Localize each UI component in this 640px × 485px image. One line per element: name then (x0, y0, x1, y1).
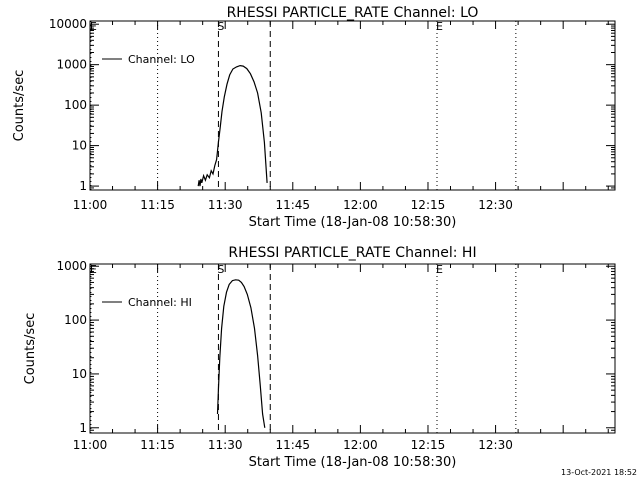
y-tick-label: 100 (64, 313, 87, 327)
marker-label: E (90, 20, 97, 33)
y-tick-label: 10 (72, 367, 87, 381)
panel-lo: RHESSI PARTICLE_RATE Channel: LO 11:00 11:… (12, 5, 616, 230)
x-tick-label: 11:45 (275, 198, 310, 212)
marker-label: E (436, 263, 443, 276)
y-axis-label: Counts/sec (23, 313, 38, 385)
marker-label: E (436, 20, 443, 33)
y-tick-label: 1000 (56, 58, 87, 72)
x-tick-label: 11:30 (208, 198, 243, 212)
marker-label: S (217, 263, 224, 276)
x-tick-label: 11:45 (275, 438, 310, 452)
plot-frame (89, 263, 616, 434)
x-tick-label: 11:15 (140, 438, 175, 452)
legend-label: Channel: HI (128, 296, 192, 309)
footer-timestamp: 13-Oct-2021 18:52 (561, 468, 637, 477)
series-line (197, 64, 268, 187)
x-tick-label: 11:30 (208, 438, 243, 452)
x-tick-label: 12:30 (478, 438, 513, 452)
x-tick-label: 12:30 (478, 198, 513, 212)
series-line (216, 279, 266, 428)
y-tick-label: 1 (79, 421, 87, 435)
chart-title: RHESSI PARTICLE_RATE Channel: LO (227, 5, 479, 21)
x-tick-label: 12:00 (343, 438, 378, 452)
y-tick-label: 1 (79, 179, 87, 193)
x-axis-label: Start Time (18-Jan-08 10:58:30) (249, 215, 457, 230)
y-axis-label: Counts/sec (12, 70, 27, 142)
marker-label: S (217, 20, 224, 33)
x-tick-label: 12:15 (411, 198, 446, 212)
y-tick-label: 100 (64, 98, 87, 112)
plot-frame (89, 20, 616, 191)
chart-title: RHESSI PARTICLE_RATE Channel: HI (228, 245, 476, 261)
x-tick-label: 11:00 (73, 438, 108, 452)
panel-hi: RHESSI PARTICLE_RATE Channel: HI 11:00 11:… (23, 245, 616, 470)
y-tick-label: 1000 (56, 259, 87, 273)
x-tick-label: 12:15 (411, 438, 446, 452)
marker-label: E (90, 263, 97, 276)
x-tick-label: 11:00 (73, 198, 108, 212)
legend-label: Channel: LO (128, 53, 195, 66)
y-tick-label: 10000 (49, 17, 87, 31)
x-tick-label: 11:15 (140, 198, 175, 212)
x-axis-label: Start Time (18-Jan-08 10:58:30) (249, 455, 457, 470)
x-tick-label: 12:00 (343, 198, 378, 212)
y-tick-label: 10 (72, 139, 87, 153)
